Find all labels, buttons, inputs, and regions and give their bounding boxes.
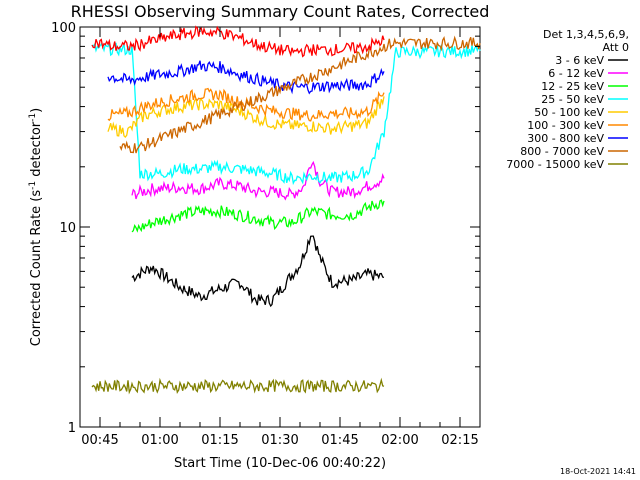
series-line (131, 199, 385, 233)
series-line (119, 35, 481, 154)
series-line (91, 41, 481, 186)
y-tick-label: 1 (68, 421, 76, 436)
legend-entry: 50 - 100 keV (534, 106, 604, 119)
y-axis: 1 10 100 (51, 21, 480, 436)
legend-header-line1: Det 1,3,4,5,6,9, (543, 28, 629, 41)
series-line (131, 235, 385, 308)
x-tick-label: 01:30 (261, 433, 298, 448)
x-axis-label: Start Time (10-Dec-06 00:40:22) (174, 456, 386, 471)
y-tick-label: 100 (51, 21, 76, 36)
legend-entry: 100 - 300 keV (527, 119, 604, 132)
x-tick-label: 02:15 (441, 433, 478, 448)
legend-entry: 12 - 25 keV (541, 80, 604, 93)
series-line (131, 160, 385, 201)
series-line (91, 377, 385, 395)
chart-title: RHESSI Observing Summary Count Rates, Co… (71, 2, 490, 21)
legend-entry: 7000 - 15000 keV (506, 158, 604, 171)
series-line (91, 25, 385, 58)
legend-entry: 25 - 50 keV (541, 93, 604, 106)
y-tick-label: 10 (59, 221, 76, 236)
legend-entry: 3 - 6 keV (555, 54, 604, 67)
series-line (107, 96, 385, 138)
y-axis-label: Corrected Count Rate (s-1 detector-1) (28, 108, 44, 346)
legend-entry: 800 - 7000 keV (520, 145, 604, 158)
legend-entry: 300 - 800 keV (527, 132, 604, 145)
x-tick-label: 02:00 (381, 433, 418, 448)
legend-entry: 6 - 12 keV (548, 67, 604, 80)
x-tick-label: 00:45 (81, 433, 118, 448)
x-tick-label: 01:45 (321, 433, 358, 448)
plot-area (91, 25, 481, 395)
series-line (107, 60, 385, 95)
x-tick-label: 01:15 (201, 433, 238, 448)
x-tick-label: 01:00 (141, 433, 178, 448)
legend-header-line2: Att 0 (603, 41, 629, 54)
timestamp: 18-Oct-2021 14:41 (560, 467, 636, 476)
x-axis: 00:45 01:00 01:15 01:30 01:45 02:00 02:15 (79, 27, 481, 448)
